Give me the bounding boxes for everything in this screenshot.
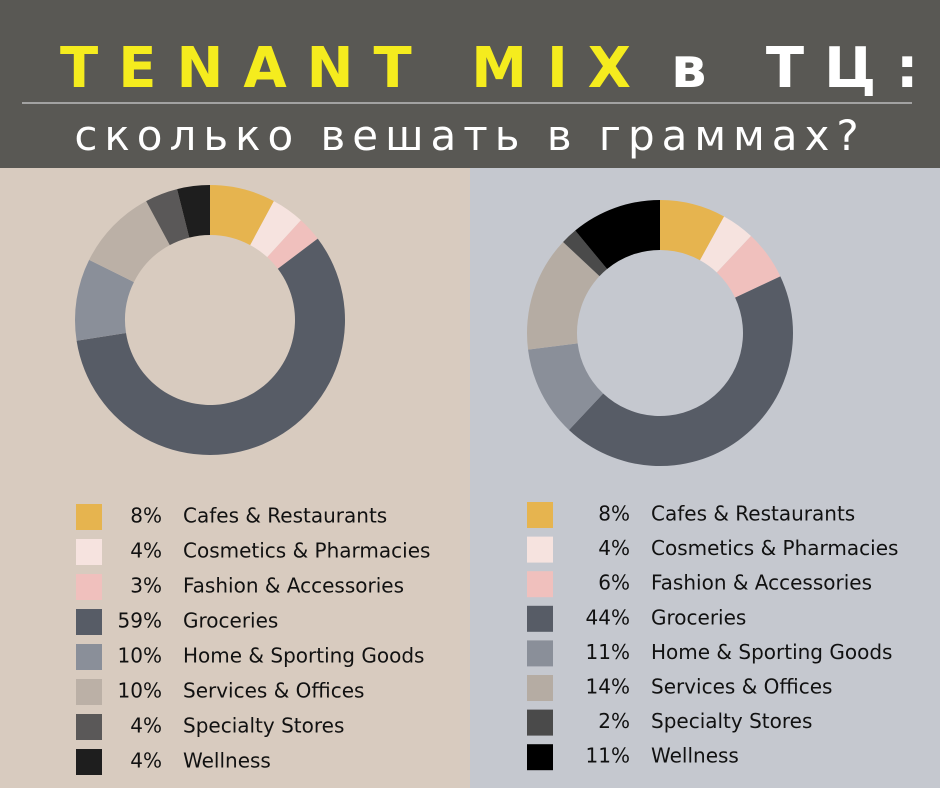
legend-value: 11% bbox=[586, 640, 630, 664]
legend-value: 4% bbox=[130, 539, 162, 563]
legend-value: 11% bbox=[586, 744, 630, 768]
donut-segment bbox=[75, 259, 134, 341]
donut-segment bbox=[89, 201, 170, 283]
legend-label: Wellness bbox=[651, 744, 739, 768]
legend-label: Home & Sporting Goods bbox=[651, 640, 892, 664]
legend-swatch bbox=[527, 709, 553, 736]
legend-label: Home & Sporting Goods bbox=[183, 644, 424, 668]
legend-label: Specialty Stores bbox=[183, 714, 344, 738]
donut-segment bbox=[660, 200, 725, 261]
legend-label: Cosmetics & Pharmacies bbox=[651, 536, 898, 560]
donut-segment bbox=[575, 200, 660, 270]
legend-value: 10% bbox=[118, 679, 162, 703]
title-rest: в ТЦ: bbox=[671, 36, 938, 101]
donut-segment bbox=[716, 236, 781, 298]
legend-swatch bbox=[76, 574, 102, 600]
legend-swatch bbox=[527, 640, 553, 667]
legend-label: Cosmetics & Pharmacies bbox=[183, 539, 430, 563]
donut-segment bbox=[527, 241, 600, 350]
donut-segment bbox=[250, 201, 301, 258]
legend-label: Services & Offices bbox=[183, 679, 364, 703]
legend-value: 4% bbox=[130, 749, 162, 773]
legend-swatch bbox=[76, 609, 102, 635]
donut-segment bbox=[528, 343, 604, 430]
title: TENANT MIX в ТЦ: bbox=[60, 36, 938, 101]
donut-segment bbox=[177, 185, 210, 238]
legend-label: Fashion & Accessories bbox=[651, 571, 872, 595]
legend-value: 59% bbox=[118, 609, 162, 633]
donut-segment bbox=[568, 276, 793, 466]
title-main: TENANT MIX bbox=[60, 36, 651, 101]
legend-value: 2% bbox=[598, 709, 630, 733]
legend-swatch bbox=[527, 571, 553, 598]
legend-value: 3% bbox=[130, 574, 162, 598]
legend-swatch bbox=[527, 675, 553, 701]
legend-value: 14% bbox=[586, 675, 630, 699]
legend-value: 10% bbox=[118, 644, 162, 668]
legend-label: Groceries bbox=[651, 605, 746, 629]
legend-label: Specialty Stores bbox=[651, 709, 812, 733]
donut-segment bbox=[76, 238, 345, 455]
header-bg bbox=[0, 0, 940, 168]
legend-label: Services & Offices bbox=[651, 675, 832, 699]
legend-swatch bbox=[76, 714, 102, 740]
legend-value: 4% bbox=[598, 536, 630, 560]
legend-swatch bbox=[527, 536, 553, 563]
legend-label: Wellness bbox=[183, 749, 271, 773]
donut-segment bbox=[267, 220, 318, 269]
legend-value: 4% bbox=[130, 714, 162, 738]
legend-swatch bbox=[76, 644, 102, 670]
subtitle: сколько вешать в граммах? bbox=[74, 111, 865, 160]
legend-label: Cafes & Restaurants bbox=[183, 504, 387, 528]
legend-value: 8% bbox=[130, 504, 162, 528]
legend-swatch bbox=[527, 744, 553, 771]
legend-swatch bbox=[76, 539, 102, 565]
legend-label: Cafes & Restaurants bbox=[651, 502, 855, 526]
legend-swatch bbox=[527, 605, 553, 632]
legend-swatch bbox=[527, 502, 553, 528]
legend-value: 44% bbox=[586, 605, 630, 629]
donut-segment bbox=[699, 216, 752, 273]
legend-swatch bbox=[76, 749, 102, 775]
legend-swatch bbox=[76, 679, 102, 705]
donut-segment bbox=[146, 189, 190, 246]
donut-segment bbox=[210, 185, 274, 246]
legend-label: Fashion & Accessories bbox=[183, 574, 404, 598]
donut-segment bbox=[563, 230, 608, 277]
legend-label: Groceries bbox=[183, 609, 278, 633]
legend-value: 8% bbox=[598, 502, 630, 526]
legend-value: 6% bbox=[598, 571, 630, 595]
legend-swatch bbox=[76, 504, 102, 530]
